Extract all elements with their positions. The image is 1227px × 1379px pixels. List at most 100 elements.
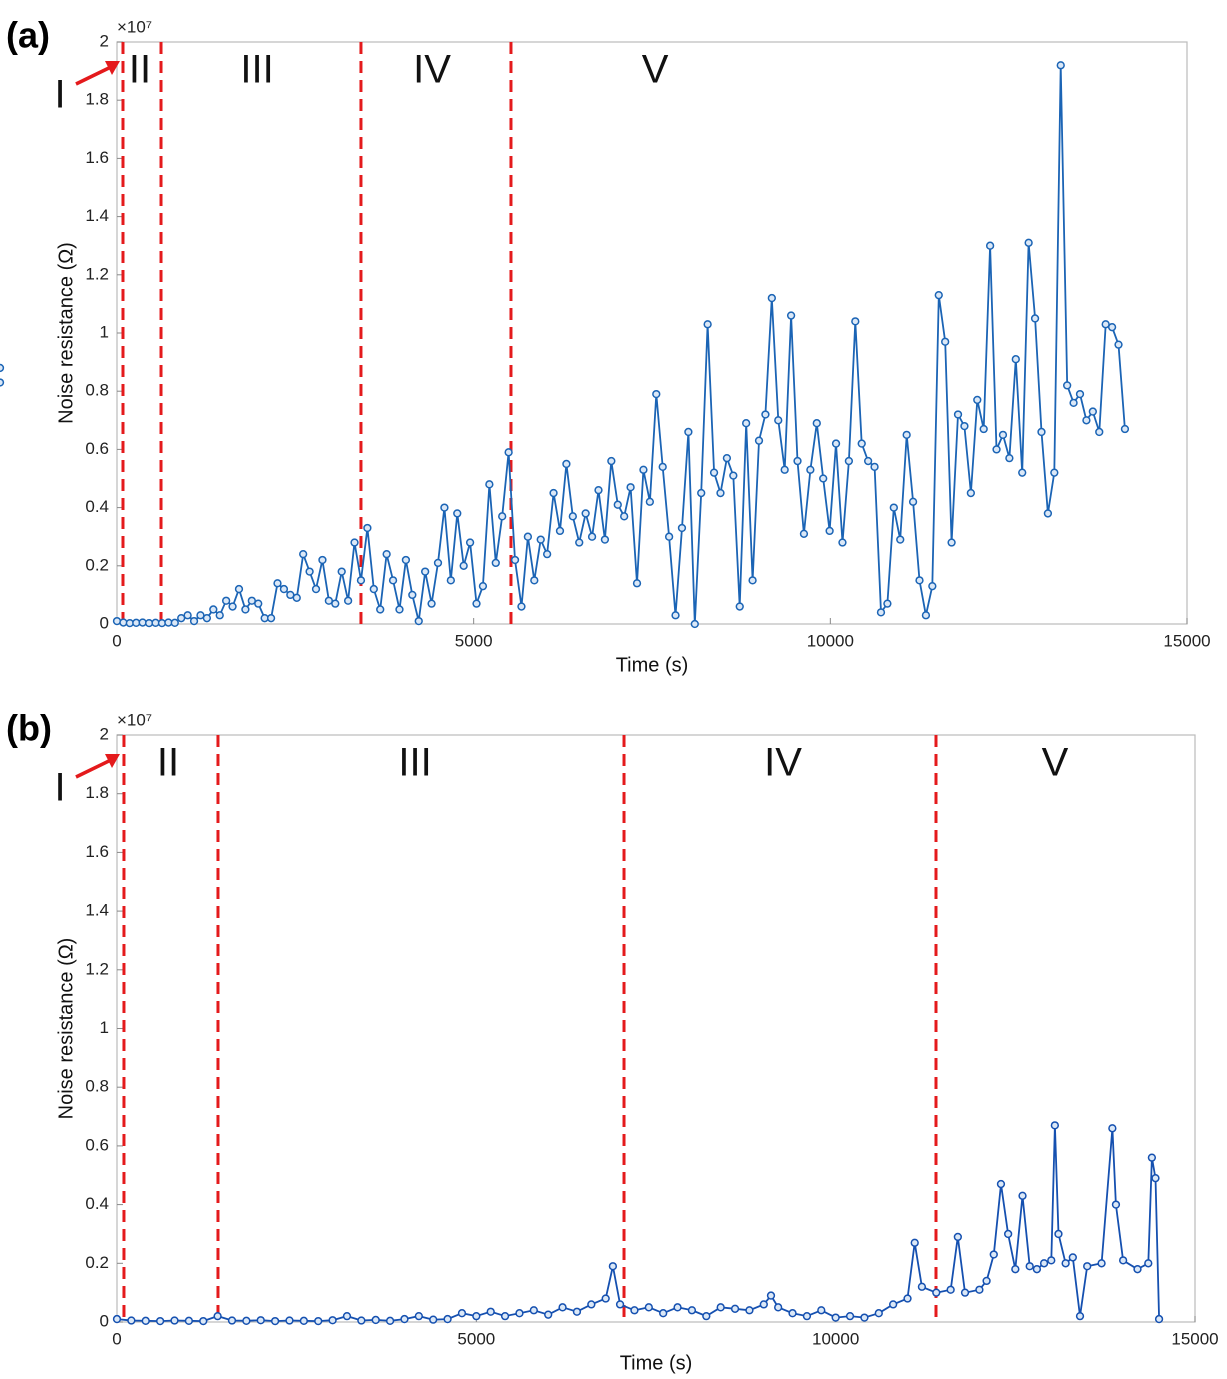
y-tick-label: 2 — [100, 724, 109, 743]
data-point — [127, 1316, 136, 1325]
region-label: III — [240, 48, 273, 92]
arrow-label: I — [54, 73, 65, 117]
data-point — [915, 576, 924, 585]
data-point — [311, 584, 321, 594]
y-tick-label: 0.8 — [85, 381, 109, 400]
data-point — [459, 561, 468, 570]
data-point — [184, 1316, 194, 1325]
data-point — [677, 523, 687, 533]
data-point — [620, 512, 629, 521]
data-point — [273, 579, 282, 588]
data-point — [227, 1316, 237, 1325]
data-point — [644, 1303, 653, 1312]
data-point — [690, 619, 699, 629]
region-label: II — [129, 48, 151, 92]
data-point — [870, 462, 879, 472]
region-label: IV — [764, 741, 802, 785]
data-point — [443, 1314, 452, 1324]
data-point — [215, 611, 224, 620]
y-tick-label: 0.6 — [85, 439, 109, 458]
data-point — [1050, 1121, 1060, 1130]
data-point — [299, 1316, 309, 1325]
data-point — [851, 317, 860, 326]
data-point — [0, 378, 5, 387]
y-tick-label: 1.8 — [85, 90, 109, 109]
data-point — [357, 1316, 366, 1325]
y-axis-label: Noise resistance (Ω) — [55, 938, 77, 1120]
data-point — [299, 550, 308, 559]
data-point — [780, 465, 789, 474]
data-point — [555, 526, 565, 536]
data-point — [1097, 1259, 1106, 1268]
x-tick-label: 5000 — [455, 631, 493, 650]
data-point — [196, 611, 205, 620]
data-point — [1068, 1253, 1077, 1262]
data-point — [433, 558, 443, 568]
data-point — [645, 497, 655, 506]
data-point — [517, 602, 526, 611]
data-point — [684, 427, 693, 437]
data-point — [342, 1311, 352, 1321]
data-point — [1018, 468, 1027, 477]
data-point — [199, 1316, 208, 1326]
y-tick-label: 0.4 — [85, 497, 109, 516]
data-point — [799, 529, 809, 538]
data-point — [170, 1316, 179, 1325]
data-point — [1154, 1314, 1164, 1324]
data-point — [1133, 1265, 1142, 1274]
data-point — [932, 1288, 941, 1297]
data-point — [400, 1314, 409, 1324]
data-point — [947, 538, 956, 547]
data-point — [465, 538, 475, 547]
data-point — [587, 1300, 596, 1309]
data-point — [155, 1316, 165, 1326]
data-point — [363, 523, 372, 533]
arrow-shaft — [75, 64, 114, 86]
data-point — [889, 503, 898, 512]
data-point — [687, 1306, 697, 1315]
data-point — [491, 558, 500, 568]
data-point — [427, 599, 436, 608]
data-point — [1151, 1174, 1160, 1183]
data-point — [745, 1306, 754, 1315]
y-tick-label: 0 — [100, 1311, 109, 1330]
y-tick-label: 0 — [100, 613, 109, 632]
data-point — [860, 1313, 869, 1322]
data-point — [953, 410, 963, 419]
data-point — [831, 1313, 840, 1322]
data-point — [1088, 407, 1097, 416]
data-point — [934, 291, 943, 300]
data-point — [189, 616, 199, 626]
data-point — [0, 363, 5, 373]
data-point — [112, 1314, 122, 1324]
data-point — [256, 1316, 265, 1325]
data-point — [652, 389, 661, 399]
data-point — [530, 576, 539, 585]
x-axis-label: Time (s) — [620, 1352, 693, 1374]
data-point — [587, 532, 597, 541]
data-point — [177, 614, 186, 623]
data-point — [831, 439, 841, 448]
region-label: V — [642, 48, 669, 92]
data-point — [1083, 1262, 1092, 1271]
x-tick-label: 5000 — [457, 1329, 495, 1348]
data-point — [742, 419, 751, 428]
data-point — [1047, 1256, 1056, 1265]
data-point — [1032, 1265, 1042, 1274]
data-point — [337, 567, 346, 576]
data-point — [343, 596, 353, 605]
arrow-shaft — [75, 757, 114, 779]
data-point — [857, 439, 866, 448]
data-point — [1111, 1200, 1121, 1209]
data-point — [234, 584, 244, 594]
data-point — [632, 579, 642, 588]
panel-label: (b) — [6, 708, 52, 749]
data-point — [953, 1232, 962, 1242]
data-point — [500, 1311, 510, 1321]
data-point — [802, 1311, 812, 1321]
data-point — [1107, 323, 1117, 332]
data-point — [928, 582, 937, 591]
data-point — [1037, 427, 1046, 437]
data-point — [902, 430, 911, 440]
data-point — [446, 576, 455, 585]
